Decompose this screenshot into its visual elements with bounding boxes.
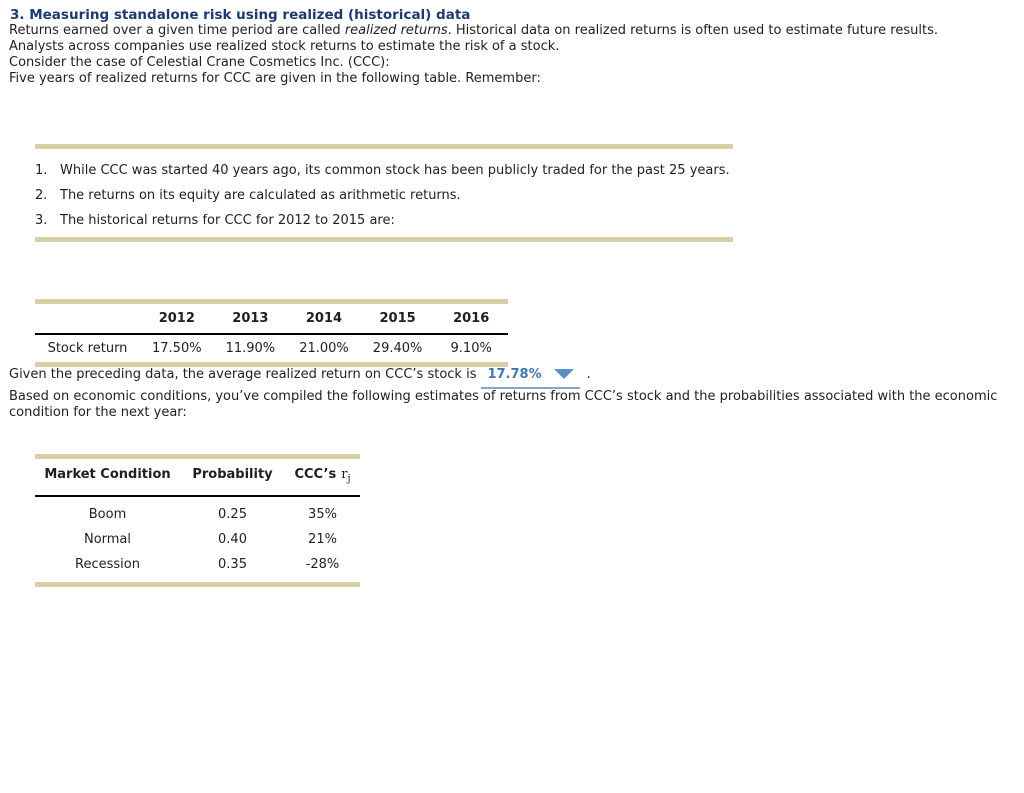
return-cell: -28%: [305, 556, 340, 572]
header-market-condition: Market Condition: [44, 467, 171, 482]
ccc-prefix: CCC’s: [294, 467, 337, 482]
return-value: 9.10%: [450, 341, 492, 356]
conditions-table-body: Boom 0.25 35% Normal 0.40 21% Recession …: [35, 497, 360, 582]
list-item-text: The returns on its equity are calculated…: [60, 188, 461, 203]
intro-italic-term: realized returns: [344, 23, 448, 38]
year-header: 2016: [453, 311, 490, 326]
five-years-paragraph: Five years of realized returns for CCC a…: [9, 71, 541, 86]
row-label: Stock return: [47, 341, 128, 356]
intro-text-after-italic: . Historical data on realized returns is…: [447, 23, 938, 38]
intro-line-2: Analysts across companies use realized s…: [9, 39, 560, 54]
consider-paragraph: Consider the case of Celestial Crane Cos…: [9, 55, 390, 70]
page-title: 3. Measuring standalone risk using reali…: [10, 7, 471, 23]
return-value: 17.50%: [152, 341, 202, 356]
return-value: 11.90%: [225, 341, 276, 356]
header-probability: Probability: [192, 467, 273, 482]
condition-cell: Recession: [75, 556, 140, 572]
year-header: 2013: [232, 311, 269, 326]
dropdown-selected-value[interactable]: 17.78%: [487, 367, 542, 382]
realized-returns-table: 2012 2013 2014 2015 2016 Stock return 17…: [35, 299, 508, 367]
r-subscript: j: [347, 473, 351, 485]
list-item: 1. While CCC was started 40 years ago, i…: [35, 158, 733, 183]
dropdown-arrow-icon[interactable]: [553, 369, 574, 379]
estimates-paragraph: Based on economic conditions, you’ve com…: [9, 389, 1024, 421]
year-header: 2015: [379, 311, 416, 326]
average-return-sentence: Given the preceding data, the average re…: [9, 367, 1024, 389]
average-return-dropdown[interactable]: 17.78%: [481, 367, 580, 389]
condition-cell: Normal: [83, 531, 132, 547]
return-cell: 35%: [308, 506, 337, 522]
list-item-text: The historical returns for CCC for 2012 …: [60, 213, 395, 228]
intro-paragraph: Returns earned over a given time period …: [9, 23, 1024, 55]
list-item-number: 3.: [35, 213, 48, 228]
r-symbol: r: [341, 467, 348, 482]
average-sentence-text: Given the preceding data, the average re…: [9, 367, 477, 382]
sentence-period: .: [586, 367, 591, 382]
probability-cell: 0.25: [218, 506, 247, 522]
returns-table-header-row: 2012 2013 2014 2015 2016: [35, 304, 508, 335]
estimates-line-1: Based on economic conditions, you’ve com…: [9, 389, 998, 404]
condition-cell: Boom: [88, 506, 127, 522]
table-row: Boom 0.25 35%: [35, 502, 360, 527]
list-item-number: 2.: [35, 188, 48, 203]
probability-cell: 0.40: [218, 531, 247, 547]
list-item-number: 1.: [35, 163, 48, 178]
return-cell: 21%: [308, 531, 337, 547]
remember-list-box: 1. While CCC was started 40 years ago, i…: [35, 144, 733, 242]
header-ccc-return: CCC’s rj: [285, 459, 360, 495]
probability-cell: 0.35: [218, 556, 247, 572]
return-value: 29.40%: [372, 341, 423, 356]
empty-header-cell: [35, 304, 140, 333]
intro-line-1: Returns earned over a given time period …: [9, 23, 1024, 39]
return-value: 21.00%: [299, 341, 349, 356]
returns-table-data-row: Stock return 17.50% 11.90% 21.00% 29.40%…: [35, 335, 508, 362]
list-item: 3. The historical returns for CCC for 20…: [35, 208, 733, 233]
table-row: Normal 0.40 21%: [35, 527, 360, 552]
conditions-table-header-row: Market Condition Probability CCC’s rj: [35, 459, 360, 497]
table-row: Recession 0.35 -28%: [35, 552, 360, 577]
market-conditions-table: Market Condition Probability CCC’s rj Boo…: [35, 454, 360, 587]
year-header: 2012: [158, 311, 195, 326]
list-item: 2. The returns on its equity are calcula…: [35, 183, 733, 208]
return-symbol: rj: [341, 467, 351, 485]
estimates-line-2: condition for the next year:: [9, 405, 187, 420]
year-header: 2014: [305, 311, 343, 326]
list-item-text: While CCC was started 40 years ago, its …: [60, 163, 730, 178]
intro-text-before-italic: Returns earned over a given time period …: [9, 23, 345, 38]
